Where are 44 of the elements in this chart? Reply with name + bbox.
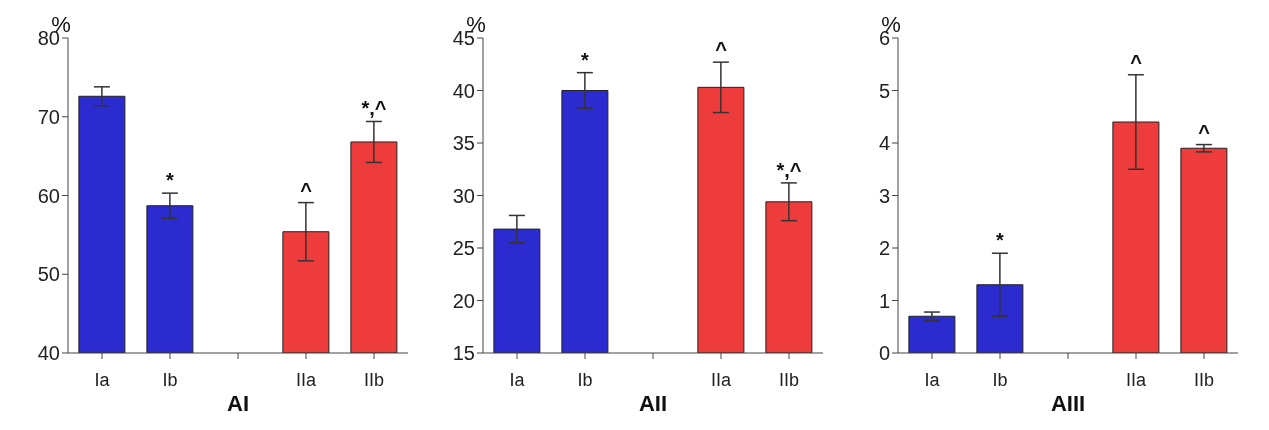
x-tick-label: Ia (509, 369, 526, 390)
y-tick-label: 3 (878, 184, 890, 207)
annotation: *,^ (776, 158, 802, 181)
y-tick-label: 5 (878, 79, 890, 102)
y-tick-label: 40 (37, 342, 60, 365)
annotation: ^ (300, 178, 313, 201)
x-tick-label: IIa (710, 369, 732, 390)
x-tick-label: IIb (1193, 369, 1215, 390)
x-tick-label: IIb (363, 369, 385, 390)
y-tick-label: 40 (452, 79, 475, 102)
y-tick-label: 2 (878, 237, 890, 260)
annotation: ^ (1198, 120, 1211, 143)
annotation: ^ (715, 38, 728, 61)
annotation: * (166, 169, 175, 192)
y-tick-label: 50 (37, 263, 60, 286)
bar (1180, 147, 1228, 353)
y-tick-label: 70 (37, 105, 60, 128)
x-axis-title: AIII (1050, 391, 1086, 416)
x-tick-label: Ia (94, 369, 111, 390)
y-tick-label: 0 (878, 342, 890, 365)
y-tick-label: 35 (452, 132, 475, 155)
y-tick-label: 20 (452, 289, 475, 312)
x-tick-label: IIa (1125, 369, 1147, 390)
y-tick-label: 60 (37, 184, 60, 207)
y-tick-label: 30 (452, 184, 475, 207)
x-tick-label: Ia (924, 369, 941, 390)
y-tick-label: 15 (452, 342, 475, 365)
y-tick-label: 4 (878, 132, 890, 155)
annotation: * (996, 229, 1005, 252)
x-tick-label: Ib (577, 369, 593, 390)
annotation: *,^ (361, 97, 387, 120)
x-tick-label: Ib (162, 369, 178, 390)
bar (1112, 121, 1160, 353)
annotation: ^ (1130, 50, 1143, 73)
x-tick-label: IIa (295, 369, 317, 390)
x-axis-title: AI (227, 391, 249, 416)
y-tick-label: 25 (452, 237, 475, 260)
x-tick-label: IIb (778, 369, 800, 390)
y-tick-label: 1 (878, 289, 890, 312)
annotation: * (581, 48, 590, 71)
bar (976, 284, 1024, 353)
x-tick-label: Ib (992, 369, 1008, 390)
bar (908, 315, 956, 353)
x-axis-title: AII (638, 391, 668, 416)
